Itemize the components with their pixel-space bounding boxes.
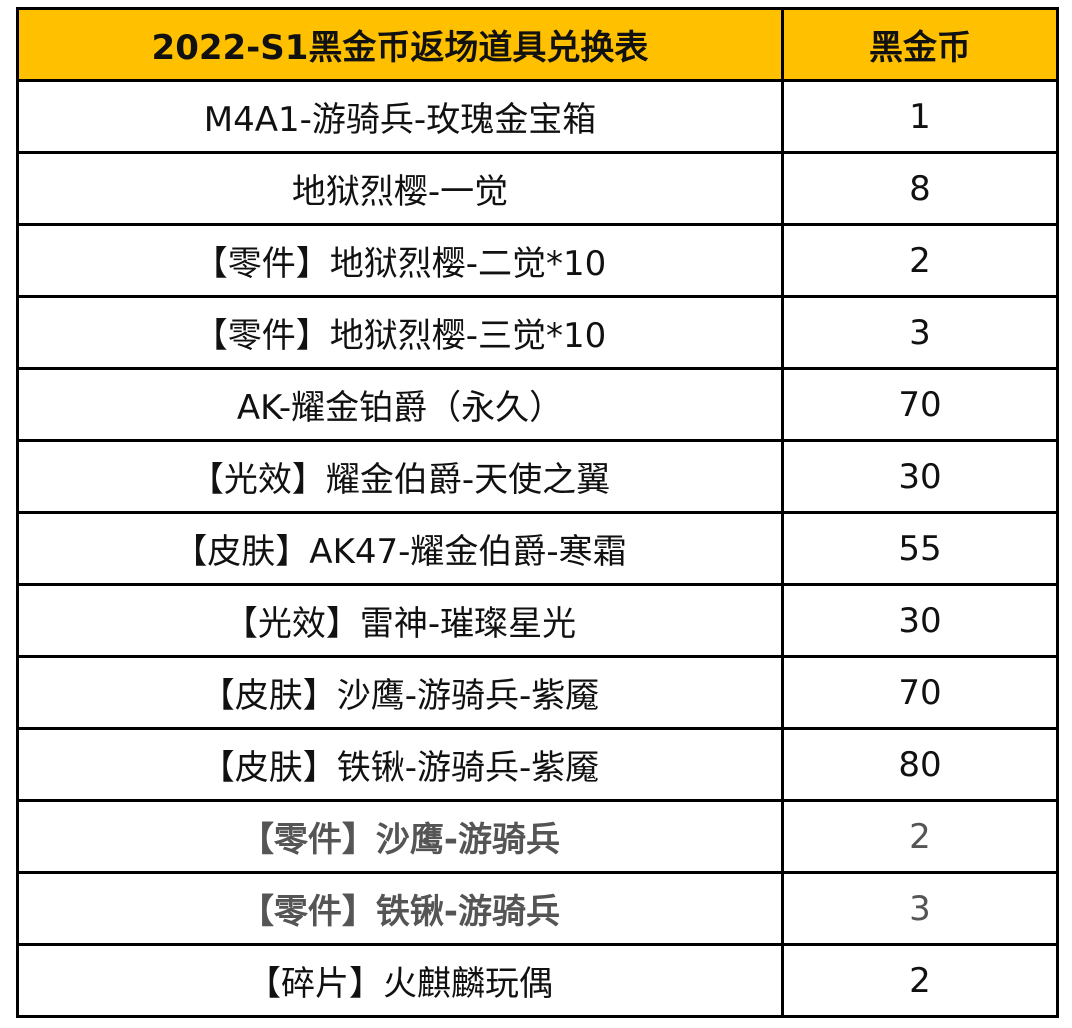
item-name-cell: 【皮肤】铁锹-游骑兵-紫魇 [16, 727, 784, 802]
table-row: 【碎片】火麒麟玩偶 2 [16, 943, 1059, 1018]
price-cell: 55 [781, 511, 1059, 586]
table-row: 【皮肤】铁锹-游骑兵-紫魇 80 [16, 727, 1059, 802]
price-cell: 3 [781, 295, 1059, 370]
item-name-cell: 【皮肤】AK47-耀金伯爵-寒霜 [16, 511, 784, 586]
price-cell: 2 [781, 943, 1059, 1018]
item-name-cell: M4A1-游骑兵-玫瑰金宝箱 [16, 79, 784, 154]
item-name-cell: 【光效】雷神-璀璨星光 [16, 583, 784, 658]
item-name-cell: AK-耀金铂爵（永久） [16, 367, 784, 442]
price-cell: 70 [781, 655, 1059, 730]
item-name-cell: 【零件】沙鹰-游骑兵 [16, 799, 784, 874]
price-cell: 8 [781, 151, 1059, 226]
exchange-table-container: 2022-S1黑金币返场道具兑换表 黑金币 M4A1-游骑兵-玫瑰金宝箱 1 地… [16, 7, 1059, 1021]
table-row: 【皮肤】AK47-耀金伯爵-寒霜 55 [16, 511, 1059, 586]
table-header-row: 2022-S1黑金币返场道具兑换表 黑金币 [16, 7, 1059, 82]
table-row: 【光效】耀金伯爵-天使之翼 30 [16, 439, 1059, 514]
price-cell: 70 [781, 367, 1059, 442]
price-cell: 1 [781, 79, 1059, 154]
table-row: 【零件】铁锹-游骑兵 3 [16, 871, 1059, 946]
price-cell: 30 [781, 439, 1059, 514]
price-column-header: 黑金币 [781, 7, 1059, 82]
table-row: 【皮肤】沙鹰-游骑兵-紫魇 70 [16, 655, 1059, 730]
item-name-cell: 【零件】地狱烈樱-三觉*10 [16, 295, 784, 370]
price-cell: 2 [781, 799, 1059, 874]
price-cell: 3 [781, 871, 1059, 946]
price-cell: 30 [781, 583, 1059, 658]
item-name-cell: 地狱烈樱-一觉 [16, 151, 784, 226]
exchange-table: 2022-S1黑金币返场道具兑换表 黑金币 M4A1-游骑兵-玫瑰金宝箱 1 地… [16, 7, 1059, 1018]
table-row: 【零件】地狱烈樱-三觉*10 3 [16, 295, 1059, 370]
table-row: 【零件】地狱烈樱-二觉*10 2 [16, 223, 1059, 298]
price-cell: 80 [781, 727, 1059, 802]
table-row: AK-耀金铂爵（永久） 70 [16, 367, 1059, 442]
table-row: 【光效】雷神-璀璨星光 30 [16, 583, 1059, 658]
table-title-cell: 2022-S1黑金币返场道具兑换表 [16, 7, 784, 82]
table-row: 【零件】沙鹰-游骑兵 2 [16, 799, 1059, 874]
item-name-cell: 【零件】地狱烈樱-二觉*10 [16, 223, 784, 298]
table-row: M4A1-游骑兵-玫瑰金宝箱 1 [16, 79, 1059, 154]
item-name-cell: 【光效】耀金伯爵-天使之翼 [16, 439, 784, 514]
table-row: 地狱烈樱-一觉 8 [16, 151, 1059, 226]
item-name-cell: 【碎片】火麒麟玩偶 [16, 943, 784, 1018]
price-cell: 2 [781, 223, 1059, 298]
item-name-cell: 【零件】铁锹-游骑兵 [16, 871, 784, 946]
item-name-cell: 【皮肤】沙鹰-游骑兵-紫魇 [16, 655, 784, 730]
